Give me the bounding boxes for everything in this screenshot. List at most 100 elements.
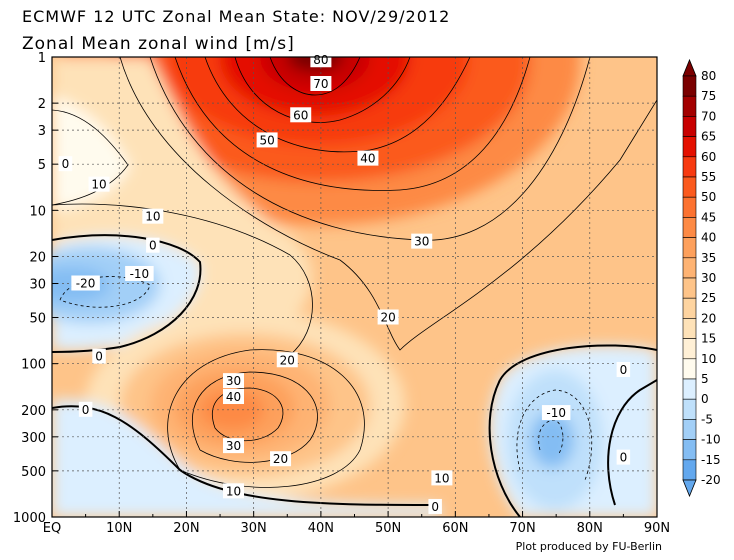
contour-label: 40 [357, 150, 379, 166]
contour-label: 10 [88, 176, 110, 192]
colorbar-label: 5 [701, 372, 709, 386]
contour-label-text: 30 [226, 374, 241, 388]
contour-label-text: 20 [380, 311, 395, 325]
contour-label-text: 80 [313, 53, 328, 67]
y-tick-label: 50 [29, 312, 46, 327]
contour-label: 80 [310, 52, 332, 68]
contour-label-box [223, 373, 244, 389]
y-tick-label: 3 [38, 124, 46, 139]
x-tick-label: 90N [644, 521, 670, 536]
contour-label-box [270, 451, 292, 467]
y-tick-label: 2 [38, 97, 46, 112]
x-tick-label: 30N [241, 521, 267, 536]
colorbar-label: -15 [701, 453, 721, 467]
colorbar-label: 35 [701, 251, 716, 265]
y-tick-label: 500 [21, 465, 46, 480]
contour-label: 40 [223, 389, 244, 405]
colorbar-label: -10 [701, 433, 721, 447]
colorbar-swatch [682, 156, 697, 178]
contour-label-box [78, 401, 93, 417]
contour-label: 0 [58, 156, 73, 172]
contour-label-text: 0 [62, 157, 70, 171]
colorbar-label: 60 [701, 150, 716, 164]
contour-label-box [377, 309, 399, 325]
colorbar-label: 70 [701, 109, 716, 123]
contour-label-box [71, 275, 100, 291]
y-tick-label: 30 [29, 277, 46, 292]
x-tick-label: 20N [173, 521, 199, 536]
colorbar-swatch [682, 358, 697, 380]
contour-label: 0 [616, 449, 631, 465]
colorbar-bottom-arrow [682, 479, 697, 498]
contour-label: 30 [411, 233, 433, 249]
contour-label: 10 [223, 483, 244, 499]
colorbar-label: 65 [701, 130, 716, 144]
y-tick-label: 300 [21, 431, 46, 446]
chart-subtitle: Zonal Mean zonal wind [m/s] [22, 34, 295, 54]
contour-label-text: 30 [226, 439, 241, 453]
contour-labels: 80 70 60 50 40 30 20 20 10 10 0 0 -10 -20 0 0 30 40 30 20 10… [58, 52, 631, 514]
colorbar-label: 15 [701, 332, 716, 346]
colorbar-swatch [682, 459, 697, 481]
colorbar-label: -5 [701, 412, 713, 426]
y-tick-label: 1000 [13, 511, 46, 526]
contour-label: 20 [276, 352, 298, 368]
contour-label-box [92, 348, 106, 364]
contour-label: 50 [256, 132, 278, 148]
colorbar-label: 30 [701, 271, 716, 285]
colorbar-swatch [682, 237, 697, 259]
contour-label-box [431, 470, 453, 486]
contour-label: -10 [541, 405, 571, 421]
y-tick-label: 100 [21, 358, 46, 373]
x-tick-label: 70N [509, 521, 535, 536]
colorbar-swatch [682, 338, 697, 360]
contour-label-box [310, 52, 332, 68]
contour-label-text: 10 [434, 471, 449, 485]
contour-label-text: 10 [91, 178, 106, 192]
contour-label: -10 [125, 265, 154, 281]
contour-label-text: 20 [273, 452, 288, 466]
contour-label: 0 [78, 401, 93, 417]
colorbar-swatch [682, 439, 697, 461]
contour-label-text: 0 [431, 500, 439, 514]
colorbar-swatch [682, 95, 697, 117]
contour-label-box [125, 265, 154, 281]
y-tick-label: 5 [38, 158, 46, 173]
colorbar-swatch [682, 398, 697, 420]
contour-label-box [276, 352, 298, 368]
contour-label-text: 10 [145, 210, 160, 224]
contour-label-text: 0 [620, 451, 628, 465]
contour-label: 30 [223, 373, 244, 389]
contour-label-text: 50 [259, 133, 274, 147]
contour-label-box [411, 233, 433, 249]
contour-label-text: 10 [226, 484, 241, 498]
colorbar-swatch [682, 136, 697, 158]
contour-label: 0 [146, 237, 160, 253]
contour-label-box [256, 132, 278, 148]
contour-label-text: 70 [313, 77, 328, 91]
contour-lines [52, 57, 657, 517]
contour-label: -20 [71, 275, 100, 291]
contour-label-box [223, 389, 244, 405]
colorbar-swatch [682, 318, 697, 339]
y-axis: 1 2 3 5 10 20 30 50 100 200 300 500 1000 [13, 51, 58, 526]
contour-label-box [223, 438, 244, 454]
x-axis: EQ 10N 20N 30N 40N 50N 60N 70N 80N 90N [43, 511, 670, 536]
contour-label: 0 [616, 362, 631, 378]
contour-label-text: 0 [149, 239, 157, 253]
contour-label-text: 20 [280, 353, 295, 367]
colorbar-swatch [682, 257, 697, 279]
colorbar-swatch [682, 378, 697, 400]
colorbar-label: 45 [701, 210, 716, 224]
y-tick-label: 200 [21, 404, 46, 419]
x-tick-label: EQ [43, 521, 61, 536]
x-tick-label: 50N [375, 521, 401, 536]
colorbar-swatch [682, 75, 697, 97]
contour-label: 10 [431, 470, 453, 486]
contour-label-text: 40 [226, 390, 241, 404]
contour-label: 0 [92, 348, 106, 364]
contour-label: 60 [290, 107, 312, 123]
colorbar-label: 55 [701, 170, 716, 184]
contour-label-text: 0 [82, 403, 90, 417]
